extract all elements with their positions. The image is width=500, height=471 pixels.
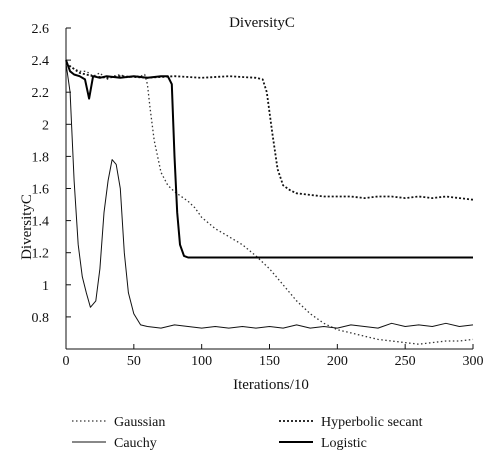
legend: Gaussian Cauchy Hyperbolic secant Logistic (72, 415, 423, 451)
legend-label: Logistic (321, 436, 367, 451)
y-axis-label: DiversityC (19, 194, 35, 260)
series-line-2 (65, 62, 474, 201)
x-tick-label: 150 (259, 354, 280, 369)
y-tick-label: 1.8 (32, 150, 50, 165)
series-group (65, 59, 474, 345)
axis-ticks: 0 50 100 150 200 250 300 0.8 1 1.2 1.4 1.6 1.8 2 2.2 2.… (32, 22, 484, 369)
x-tick-label: 100 (191, 354, 212, 369)
legend-label: Gaussian (114, 415, 165, 430)
y-tick-label: 1.4 (32, 215, 50, 230)
x-tick-label: 0 (63, 354, 70, 369)
series-line-3 (65, 59, 473, 259)
y-tick-label: 1.2 (32, 247, 50, 262)
legend-label: Hyperbolic secant (321, 415, 423, 430)
y-tick-label: 1.6 (32, 183, 50, 198)
y-tick-label: 2.2 (32, 86, 50, 101)
series-line-0 (65, 62, 474, 345)
x-tick-label: 300 (463, 354, 484, 369)
y-tick-label: 2.6 (32, 22, 50, 37)
y-tick-label: 2.4 (32, 54, 50, 69)
y-tick-label: 2 (42, 118, 49, 133)
x-tick-label: 200 (327, 354, 348, 369)
x-axis-label: Iterations/10 (233, 377, 309, 393)
x-tick-label: 50 (127, 354, 141, 369)
x-tick-label: 250 (395, 354, 416, 369)
chart-title: DiversityC (229, 15, 295, 31)
y-tick-label: 1 (42, 279, 49, 294)
legend-label: Cauchy (114, 436, 157, 451)
y-tick-label: 0.8 (32, 311, 50, 326)
series-line-1 (65, 63, 474, 329)
